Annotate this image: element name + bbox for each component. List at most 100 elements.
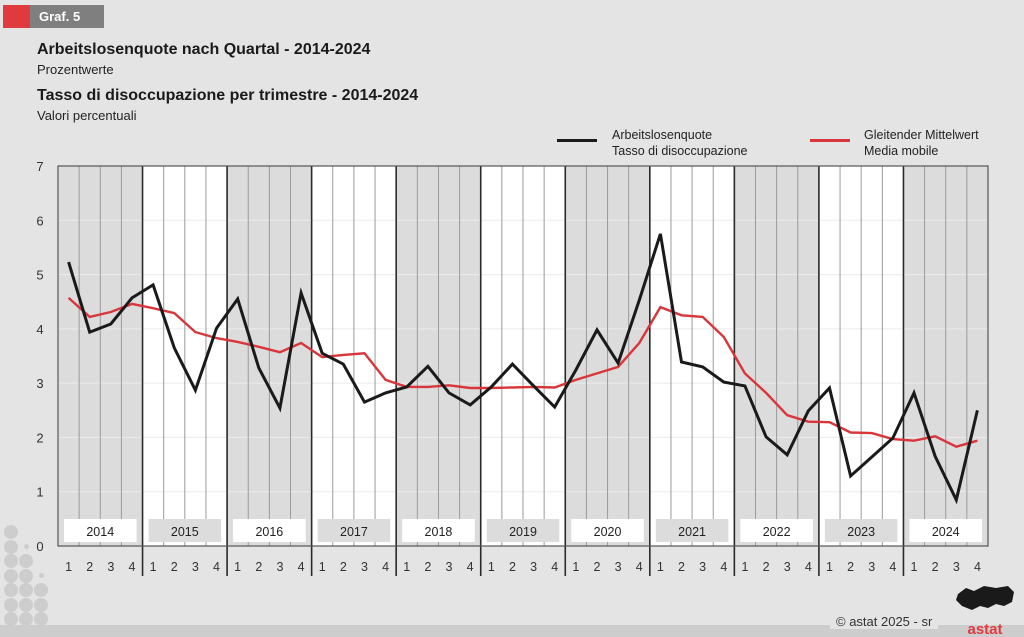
- year-label-box-2020: [571, 519, 644, 542]
- x-tick-label: 2: [424, 560, 431, 574]
- legend-label-moving-average: Gleitender Mittelwert Media mobile: [864, 127, 979, 159]
- graph-number-label: Graf. 5: [30, 5, 104, 28]
- x-tick-label: 3: [615, 560, 622, 574]
- copyright-text: © astat 2025 - sr: [830, 614, 939, 629]
- x-tick-label: 2: [763, 560, 770, 574]
- year-label-box-2021: [655, 519, 729, 542]
- y-tick-label: 7: [36, 159, 43, 174]
- logo-text: astat: [967, 621, 1002, 637]
- x-tick-label: 3: [868, 560, 875, 574]
- decorative-dot: [4, 539, 18, 554]
- x-tick-label: 3: [699, 560, 706, 574]
- x-tick-label: 3: [276, 560, 283, 574]
- decorative-dot: [4, 525, 18, 539]
- decorative-dot: [4, 583, 18, 597]
- decorative-dot: [34, 612, 48, 626]
- year-label-box-2022: [740, 519, 813, 542]
- year-label-box-2017: [317, 519, 391, 542]
- x-tick-label: 2: [847, 560, 854, 574]
- year-label: 2021: [678, 525, 706, 539]
- year-label: 2020: [594, 525, 622, 539]
- unemployment-rate-line: [67, 233, 979, 505]
- decorative-dot: [38, 573, 44, 578]
- decorative-dot: [19, 597, 33, 612]
- year-label-box-2019: [486, 519, 560, 542]
- year-label-box-2018: [402, 519, 475, 542]
- x-tick-label: 3: [446, 560, 453, 574]
- x-tick-label: 4: [382, 560, 389, 574]
- x-tick-label: 1: [572, 560, 579, 574]
- x-tick-label: 1: [65, 560, 72, 574]
- year-label: 2016: [255, 525, 283, 539]
- year-label: 2018: [425, 525, 453, 539]
- x-tick-label: 1: [234, 560, 241, 574]
- decorative-dot: [4, 568, 18, 583]
- year-label: 2014: [86, 525, 114, 539]
- x-tick-label: 4: [298, 560, 305, 574]
- year-label: 2017: [340, 525, 368, 539]
- plot-frame: [57, 165, 989, 547]
- y-tick-label: 3: [36, 376, 43, 391]
- x-tick-label: 2: [86, 560, 93, 574]
- x-tick-label: 4: [889, 560, 896, 574]
- year-label: 2019: [509, 525, 537, 539]
- footer-strip: [0, 625, 1024, 637]
- year-label: 2023: [847, 525, 875, 539]
- year-label: 2022: [763, 525, 791, 539]
- year-label-box-2014: [64, 519, 137, 542]
- decorative-dot: [19, 568, 33, 583]
- graph-tab-accent: [3, 5, 30, 28]
- y-tick-label: 1: [36, 485, 43, 500]
- moving-average-line: [67, 297, 978, 448]
- x-tick-label: 3: [953, 560, 960, 574]
- x-tick-label: 1: [319, 560, 326, 574]
- x-tick-label: 4: [213, 560, 220, 574]
- x-tick-label: 3: [784, 560, 791, 574]
- x-tick-label: 1: [150, 560, 157, 574]
- legend-label-unemployment-it: Tasso di disoccupazione: [612, 144, 748, 158]
- x-tick-label: 3: [361, 560, 368, 574]
- x-tick-label: 2: [255, 560, 262, 574]
- x-tick-label: 4: [467, 560, 474, 574]
- y-tick-label: 5: [36, 268, 43, 283]
- year-label-box-2015: [148, 519, 222, 542]
- decorative-dot: [34, 597, 48, 612]
- x-tick-label: 4: [720, 560, 727, 574]
- decorative-dot: [19, 583, 33, 597]
- year-label-box-2016: [233, 519, 306, 542]
- decorative-dot: [19, 554, 33, 568]
- x-tick-label: 4: [129, 560, 136, 574]
- x-tick-label: 3: [107, 560, 114, 574]
- x-tick-label: 4: [805, 560, 812, 574]
- decorative-dot: [23, 544, 29, 549]
- x-tick-label: 4: [974, 560, 981, 574]
- y-tick-label: 0: [36, 539, 43, 554]
- x-tick-label: 1: [657, 560, 664, 574]
- year-label-box-2023: [824, 519, 898, 542]
- year-label: 2015: [171, 525, 199, 539]
- year-label-box-2024: [909, 519, 982, 542]
- x-tick-label: 2: [678, 560, 685, 574]
- legend-label-moving-average-de: Gleitender Mittelwert: [864, 128, 979, 142]
- chart-subtitle-italian: Valori percentuali: [37, 108, 137, 123]
- x-tick-label: 2: [509, 560, 516, 574]
- x-tick-label: 2: [594, 560, 601, 574]
- x-tick-label: 1: [826, 560, 833, 574]
- decorative-dot: [34, 583, 48, 597]
- x-tick-label: 3: [530, 560, 537, 574]
- x-tick-label: 1: [911, 560, 918, 574]
- decorative-dot: [4, 597, 18, 612]
- chart-subtitle-german: Prozentwerte: [37, 62, 114, 77]
- y-tick-label: 4: [36, 322, 43, 337]
- x-tick-label: 2: [171, 560, 178, 574]
- x-tick-label: 1: [741, 560, 748, 574]
- legend-label-moving-average-it: Media mobile: [864, 144, 939, 158]
- x-tick-label: 1: [403, 560, 410, 574]
- x-tick-label: 4: [551, 560, 558, 574]
- x-tick-label: 1: [488, 560, 495, 574]
- legend-swatch-unemployment: [557, 139, 597, 142]
- year-label: 2024: [932, 525, 960, 539]
- logo-map-icon: [956, 586, 1014, 610]
- astat-logo: astat: [956, 586, 1014, 637]
